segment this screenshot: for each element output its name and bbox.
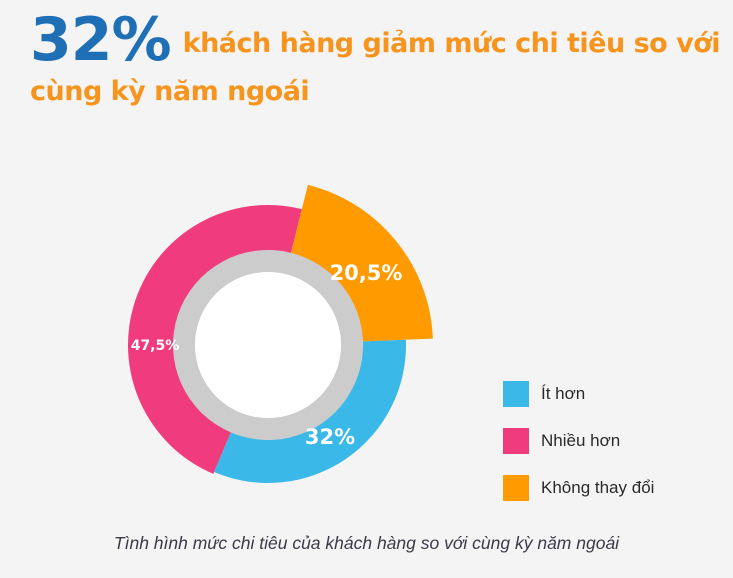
data-label-2: 20,5% <box>330 261 403 285</box>
data-label-1: 47,5% <box>131 338 180 354</box>
legend-swatch <box>503 428 529 454</box>
legend-swatch <box>503 381 529 407</box>
legend-label: Không thay đổi <box>541 478 655 497</box>
headline-text-line1: khách hàng giảm mức chi tiêu so với <box>182 28 721 59</box>
legend-label: Nhiều hơn <box>541 431 621 450</box>
slice-0 <box>214 339 406 483</box>
slice-1 <box>128 205 302 474</box>
donut-hole <box>195 272 341 418</box>
legend-item-it-hon: Ít hơn <box>503 381 654 407</box>
legend-swatch <box>503 475 529 501</box>
data-label-0: 32% <box>305 425 355 449</box>
legend-item-nhieu-hon: Nhiều hơn <box>503 428 654 454</box>
headline-percent: 32% <box>30 5 172 75</box>
legend-item-khong-thay-doi: Không thay đổi <box>503 475 654 501</box>
chart-legend: Ít hơn Nhiều hơn Không thay đổi <box>503 381 654 522</box>
inner-shadow-ring <box>173 250 363 440</box>
chart-caption: Tình hình mức chi tiêu của khách hàng so… <box>113 533 620 553</box>
headline: 32% khách hàng giảm mức chi tiêu so với … <box>30 5 721 112</box>
slice-2 <box>290 184 433 342</box>
legend-label: Ít hơn <box>541 384 586 403</box>
headline-text-line2: cùng kỳ năm ngoái <box>30 76 310 107</box>
